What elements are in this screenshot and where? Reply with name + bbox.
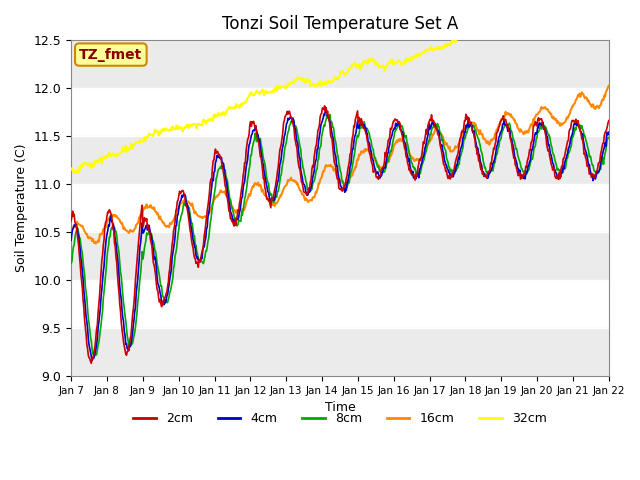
8cm <box>92 353 99 359</box>
32cm <box>216 112 224 118</box>
4cm <box>422 140 430 146</box>
16cm <box>92 240 100 246</box>
16cm <box>216 190 224 195</box>
Line: 4cm: 4cm <box>71 109 609 360</box>
Title: Tonzi Soil Temperature Set A: Tonzi Soil Temperature Set A <box>222 15 458 33</box>
8cm <box>67 261 75 266</box>
8cm <box>422 148 430 154</box>
Text: TZ_fmet: TZ_fmet <box>79 48 143 61</box>
32cm <box>70 170 78 176</box>
8cm <box>216 165 224 171</box>
16cm <box>188 203 195 208</box>
2cm <box>133 260 141 265</box>
Line: 2cm: 2cm <box>71 106 609 363</box>
4cm <box>216 156 224 161</box>
4cm <box>133 284 141 289</box>
2cm <box>605 118 612 123</box>
2cm <box>67 218 75 224</box>
2cm <box>188 238 195 243</box>
16cm <box>77 223 84 228</box>
2cm <box>88 360 95 366</box>
16cm <box>605 83 612 88</box>
Bar <box>71 328 609 376</box>
4cm <box>321 107 329 112</box>
8cm <box>605 134 612 140</box>
Line: 8cm: 8cm <box>71 115 609 356</box>
4cm <box>67 238 75 243</box>
4cm <box>605 129 612 135</box>
4cm <box>407 166 415 172</box>
32cm <box>422 48 429 54</box>
4cm <box>88 358 96 363</box>
Line: 32cm: 32cm <box>71 0 609 173</box>
32cm <box>406 58 413 63</box>
Bar <box>71 136 609 184</box>
2cm <box>321 103 328 108</box>
X-axis label: Time: Time <box>324 401 355 414</box>
16cm <box>67 229 75 235</box>
2cm <box>407 170 415 176</box>
Y-axis label: Soil Temperature (C): Soil Temperature (C) <box>15 144 28 272</box>
8cm <box>133 311 141 316</box>
8cm <box>407 156 415 161</box>
16cm <box>422 147 429 153</box>
Legend: 2cm, 4cm, 8cm, 16cm, 32cm: 2cm, 4cm, 8cm, 16cm, 32cm <box>128 407 552 430</box>
8cm <box>77 242 84 248</box>
32cm <box>188 124 195 130</box>
Bar <box>71 40 609 88</box>
32cm <box>78 163 86 168</box>
16cm <box>133 221 141 227</box>
2cm <box>77 271 84 277</box>
8cm <box>326 112 333 118</box>
4cm <box>188 227 195 233</box>
2cm <box>216 153 224 158</box>
32cm <box>133 139 141 144</box>
2cm <box>422 127 430 132</box>
Bar <box>71 232 609 280</box>
8cm <box>188 220 195 226</box>
4cm <box>77 255 84 261</box>
16cm <box>406 152 413 157</box>
Line: 16cm: 16cm <box>71 85 609 243</box>
32cm <box>67 166 75 171</box>
